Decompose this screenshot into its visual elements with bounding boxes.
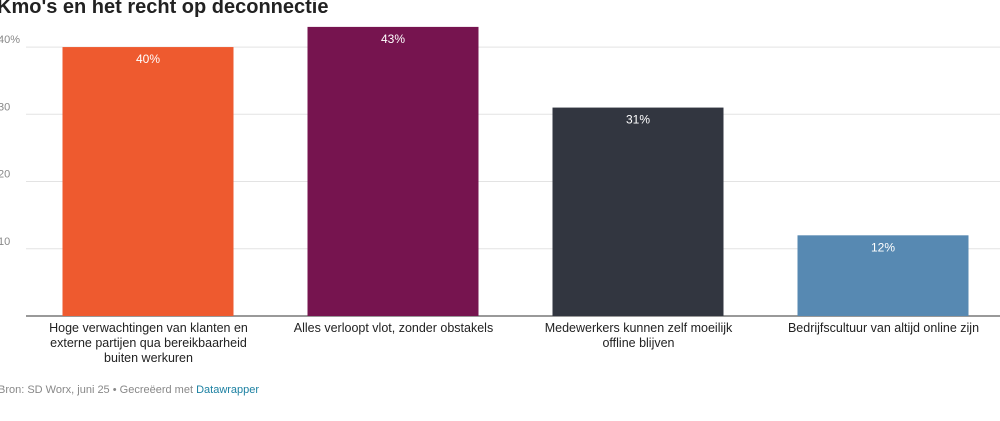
- source: Bron: SD Worx, juni 25: [0, 384, 110, 396]
- y-tick-label: 10: [0, 236, 10, 248]
- credit: • Gecreëerd met: [112, 384, 194, 396]
- bar: [797, 235, 969, 316]
- value-label: 43%: [381, 32, 405, 46]
- x-tick-label: Medewerkers kunnen zelf moeilijk offline…: [544, 321, 733, 350]
- value-label: 31%: [626, 113, 650, 127]
- x-tick-label: Alles verloopt vlot, zonder obstakels: [293, 321, 494, 335]
- x-tick-label: Hoge verwachtingen van klanten en extern…: [49, 321, 248, 365]
- value-label: 40%: [136, 52, 160, 66]
- bar: [307, 26, 479, 317]
- y-tick-label: 30: [0, 101, 10, 113]
- x-tick-label: Bedrijfscultuur van altijd online zijn: [787, 321, 980, 335]
- y-tick-label: 40%: [0, 34, 20, 46]
- chart-title: Kmo's en het recht op deconnectie: [0, 0, 328, 18]
- y-tick-label: 20: [0, 169, 10, 181]
- bar: [552, 107, 724, 317]
- bar: [62, 47, 234, 316]
- footer: Bron: SD Worx, juni 25 • Gecreëerd met D…: [0, 384, 259, 396]
- credit-link[interactable]: Datawrapper: [196, 384, 260, 396]
- value-label: 12%: [871, 240, 895, 254]
